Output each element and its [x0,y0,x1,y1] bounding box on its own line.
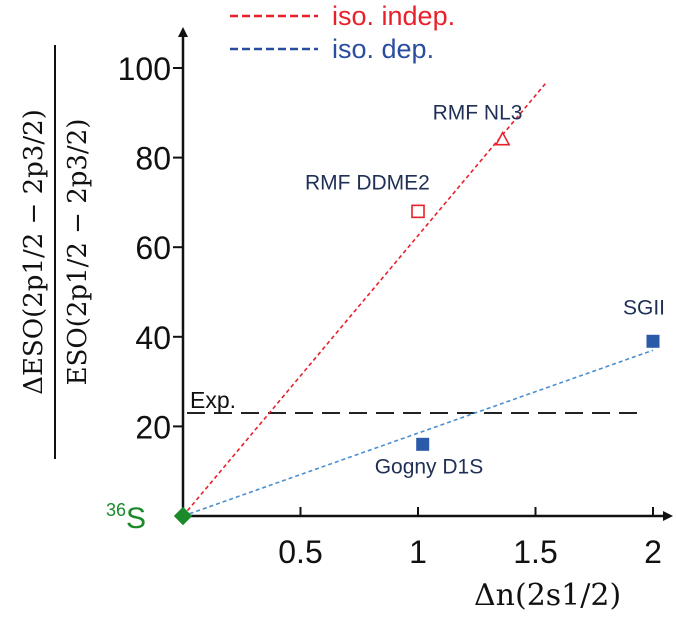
point-marker [646,334,660,348]
x-tick-label: 1 [409,534,427,570]
legend-label-iso-dep: iso. dep. [332,34,434,64]
point-sgii [646,334,660,348]
y-tick-label: 40 [135,320,171,356]
origin-label-element: S [126,502,146,535]
x-tick-label: 0.5 [278,534,322,570]
x-ticks: 0.5 1 1.5 2 [278,507,662,570]
origin-point-36s [173,506,193,526]
point-rmf-ddme2 [411,204,425,219]
experimental-label: Exp. [190,387,236,413]
point-marker [494,131,511,146]
fit-line-iso-indep [182,80,548,517]
x-tick-label: 1.5 [513,534,557,570]
y-tick-label: 80 [135,141,171,177]
origin-label-mass: 36 [106,500,126,520]
point-marker [416,437,430,451]
y-ticks: 20 40 60 80 100 [118,51,183,445]
point-marker [411,204,425,219]
point-gogny-d1s [416,437,430,451]
origin-label: 36S [106,500,146,535]
point-label-sgii: SGII [623,296,665,319]
fit-line-iso-dep [182,349,654,517]
x-axis-label: Δn(2s1/2) [474,578,621,613]
point-rmf-nl3 [494,131,511,146]
y-tick-label: 100 [118,51,171,87]
legend: iso. indep. iso. dep. [230,1,455,64]
point-label-gogny-d1s: Gogny D1S [375,455,484,478]
y-axis-label-denominator: ESO(2p1/2 − 2p3/2) [63,119,93,386]
y-tick-label: 60 [135,230,171,266]
y-axis-label: ΔESO(2p1/2 − 2p3/2) ESO(2p1/2 − 2p3/2) [19,45,93,459]
point-label-rmf-ddme2: RMF DDME2 [305,171,430,194]
legend-label-iso-indep: iso. indep. [332,1,455,31]
y-axis-label-numerator: ΔESO(2p1/2 − 2p3/2) [19,109,49,395]
y-tick-label: 20 [135,409,171,445]
x-tick-label: 2 [644,534,662,570]
point-label-rmf-nl3: RMF NL3 [433,102,523,125]
